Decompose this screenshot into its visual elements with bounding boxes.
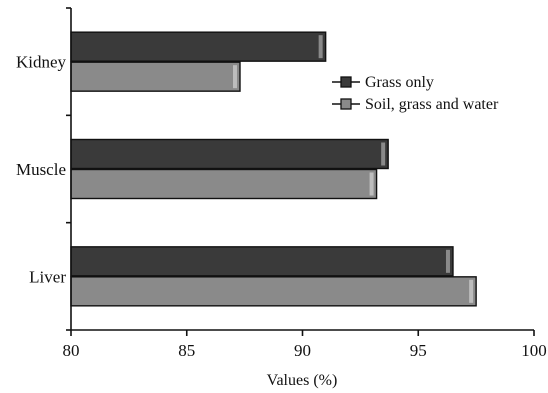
bar	[70, 246, 454, 277]
bar-cap-highlight	[381, 142, 386, 166]
bar	[70, 31, 327, 62]
x-tick-label: 90	[294, 341, 311, 360]
x-axis-title: Values (%)	[267, 372, 338, 389]
bar-cap-highlight	[369, 172, 374, 196]
legend-swatch	[340, 98, 352, 110]
bar-cap-highlight	[318, 35, 323, 59]
x-tick-label: 85	[178, 341, 195, 360]
y-ticks-group	[66, 7, 71, 331]
bar	[70, 138, 389, 170]
legend: Grass only Soil, grass and water	[332, 74, 499, 113]
x-tick-label: 100	[521, 341, 547, 360]
legend-label: Grass only	[365, 74, 434, 91]
x-ticks-group: 80 85 90 95 100	[63, 330, 547, 360]
bar	[70, 276, 477, 307]
category-label: Kidney	[16, 53, 67, 72]
legend-label: Soil, grass and water	[365, 96, 499, 113]
bar-cap-highlight	[232, 65, 237, 89]
x-tick-label: 95	[410, 341, 427, 360]
category-label: Muscle	[16, 160, 66, 179]
legend-swatch	[340, 76, 352, 88]
x-tick-label: 80	[63, 341, 80, 360]
bar-cap-highlight	[445, 249, 450, 273]
bar	[70, 168, 378, 200]
bar	[70, 61, 241, 92]
category-labels-group: Kidney Muscle Liver	[16, 53, 67, 287]
bar-cap-highlight	[469, 279, 474, 303]
category-label: Liver	[29, 267, 66, 286]
